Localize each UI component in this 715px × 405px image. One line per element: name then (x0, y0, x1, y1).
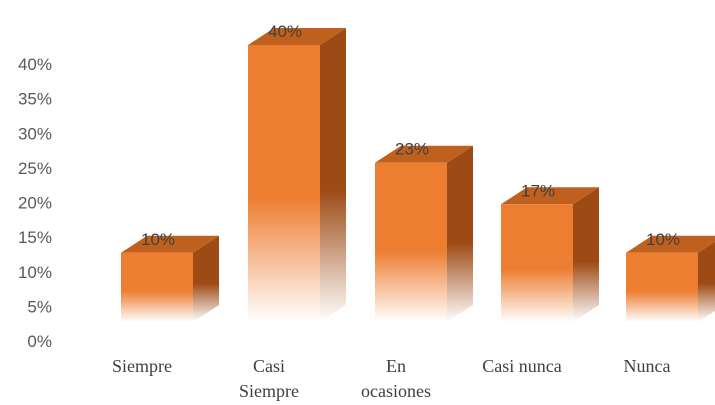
bar-data-label: 10% (646, 230, 680, 249)
x-category-label: ocasiones (361, 381, 431, 401)
bar (248, 28, 346, 322)
bar-data-label: 23% (395, 140, 429, 159)
bar-side-face (320, 28, 346, 322)
x-category-label: Casi (253, 356, 285, 376)
bar-top-face (501, 187, 599, 205)
bar-front-face (121, 252, 193, 322)
bar (121, 235, 219, 322)
bar-top-face (248, 28, 346, 45)
bar (375, 145, 473, 322)
bar-side-face (193, 235, 219, 322)
y-tick-label: 5% (27, 297, 52, 316)
y-tick-label: 0% (27, 332, 52, 351)
bar-side-face (698, 241, 715, 322)
y-tick-label: 25% (18, 159, 52, 178)
y-axis-tick-labels: 0% 5% 10% 15% 20% 25% 30% 35% 40% (18, 55, 52, 351)
x-category-label: En (386, 356, 406, 376)
bar-top-face (121, 235, 219, 253)
y-tick-label: 10% (18, 263, 52, 282)
bar-front-face (626, 252, 698, 322)
bars-group: 10% 40% 23% 17% 10% (121, 22, 715, 322)
bar-data-label: 40% (268, 22, 302, 41)
y-tick-label: 40% (18, 55, 52, 74)
bar (501, 187, 599, 322)
x-category-label: Casi nunca (482, 356, 561, 376)
bar-side-face (447, 145, 473, 322)
bar-front-face (375, 162, 447, 322)
y-tick-label: 30% (18, 124, 52, 143)
bar-data-label: 10% (141, 230, 175, 249)
bar-side-face (573, 187, 599, 322)
x-category-label: Siempre (112, 356, 172, 376)
y-tick-label: 15% (18, 228, 52, 247)
bar-top-face (375, 145, 473, 163)
bar-data-label: 17% (521, 181, 555, 200)
bar-front-face (501, 204, 573, 322)
bar (626, 235, 715, 322)
y-tick-label: 20% (18, 194, 52, 213)
x-category-label: Siempre (239, 381, 299, 401)
x-axis-category-labels: Siempre Casi Siempre En ocasiones Casi nunca N… (112, 356, 670, 401)
y-tick-label: 35% (18, 90, 52, 109)
bar-top-face (626, 235, 715, 253)
bar-front-face (248, 45, 320, 322)
x-category-label: Nunca (624, 356, 671, 376)
